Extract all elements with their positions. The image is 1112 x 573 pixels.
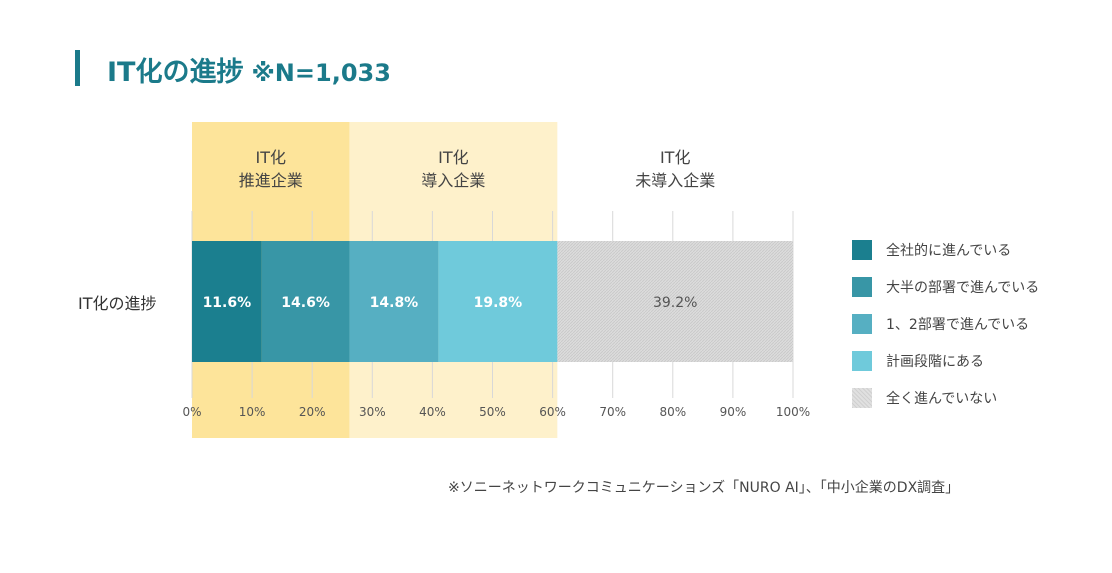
legend-swatch [852, 314, 872, 334]
bar-segment [557, 241, 793, 362]
legend-label: 1、2部署で進んでいる [886, 317, 1030, 333]
group-label-line1: IT化 [660, 148, 691, 167]
x-tick-label: 0% [182, 405, 201, 419]
group-label-line1: IT化 [438, 148, 469, 167]
legend-swatch [852, 240, 872, 260]
legend-item: 全社的に進んでいる [852, 240, 1011, 260]
data-label: 11.6% [203, 295, 252, 311]
x-tick-label: 90% [720, 405, 747, 419]
group-label-line2: 推進企業 [239, 171, 303, 190]
source-note: ※ソニーネットワークコミュニケーションズ「NURO AI」、「中小企業のDX調査… [448, 480, 960, 496]
data-label: 14.8% [370, 295, 419, 311]
group-label-line1: IT化 [255, 148, 286, 167]
bar-segment [349, 241, 439, 362]
subtitle-text: ※N=1,033 [251, 59, 391, 87]
legend-swatch [852, 388, 872, 408]
title-accent-bar [75, 50, 80, 86]
legend-item: 全く進んでいない [852, 388, 997, 408]
legend-label: 全く進んでいない [886, 391, 998, 407]
data-label: 14.6% [281, 295, 330, 311]
legend-swatch [852, 277, 872, 297]
legend-label: 計画段階にある [886, 354, 984, 370]
legend-item: 1、2部署で進んでいる [852, 314, 1029, 334]
legend-label: 大半の部署で進んでいる [886, 280, 1040, 296]
group-label-line2: 導入企業 [421, 171, 485, 190]
legend-swatch [852, 351, 872, 371]
bar-segment [438, 241, 558, 362]
x-tick-label: 20% [299, 405, 326, 419]
data-label: 19.8% [474, 295, 523, 311]
title-text: IT化の進捗 [107, 57, 244, 88]
bar-segment [261, 241, 350, 362]
x-tick-label: 80% [659, 405, 686, 419]
row-label: IT化の進捗 [78, 294, 157, 313]
x-tick-label: 10% [239, 405, 266, 419]
legend-item: 大半の部署で進んでいる [852, 277, 1039, 297]
x-tick-label: 60% [539, 405, 566, 419]
x-tick-label: 40% [419, 405, 446, 419]
bar-segment [192, 241, 262, 362]
x-tick-label: 30% [359, 405, 386, 419]
legend-label: 全社的に進んでいる [886, 243, 1012, 259]
x-tick-label: 50% [479, 405, 506, 419]
chart-title: IT化の進捗 ※N=1,033 [107, 50, 391, 89]
legend-item: 計画段階にある [852, 351, 984, 371]
group-label-line2: 未導入企業 [635, 171, 715, 190]
x-tick-label: 70% [599, 405, 626, 419]
data-label: 39.2% [653, 295, 697, 311]
x-tick-label: 100% [776, 405, 810, 419]
